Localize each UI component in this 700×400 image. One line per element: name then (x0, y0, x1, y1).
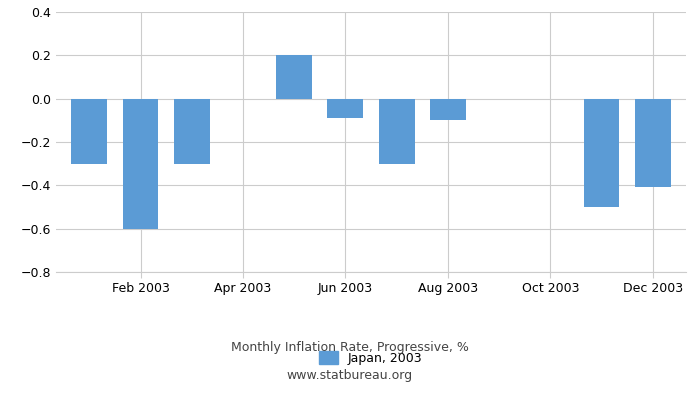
Bar (71, 99, 107, 164)
Bar (635, 99, 671, 188)
Legend: Japan, 2003: Japan, 2003 (319, 351, 423, 365)
Bar (430, 99, 466, 120)
Bar (122, 99, 158, 229)
Bar (379, 99, 414, 164)
Bar (174, 99, 210, 164)
Bar (328, 99, 363, 118)
Text: www.statbureau.org: www.statbureau.org (287, 370, 413, 382)
Bar (276, 55, 312, 99)
Text: Monthly Inflation Rate, Progressive, %: Monthly Inflation Rate, Progressive, % (231, 342, 469, 354)
Bar (584, 99, 620, 207)
